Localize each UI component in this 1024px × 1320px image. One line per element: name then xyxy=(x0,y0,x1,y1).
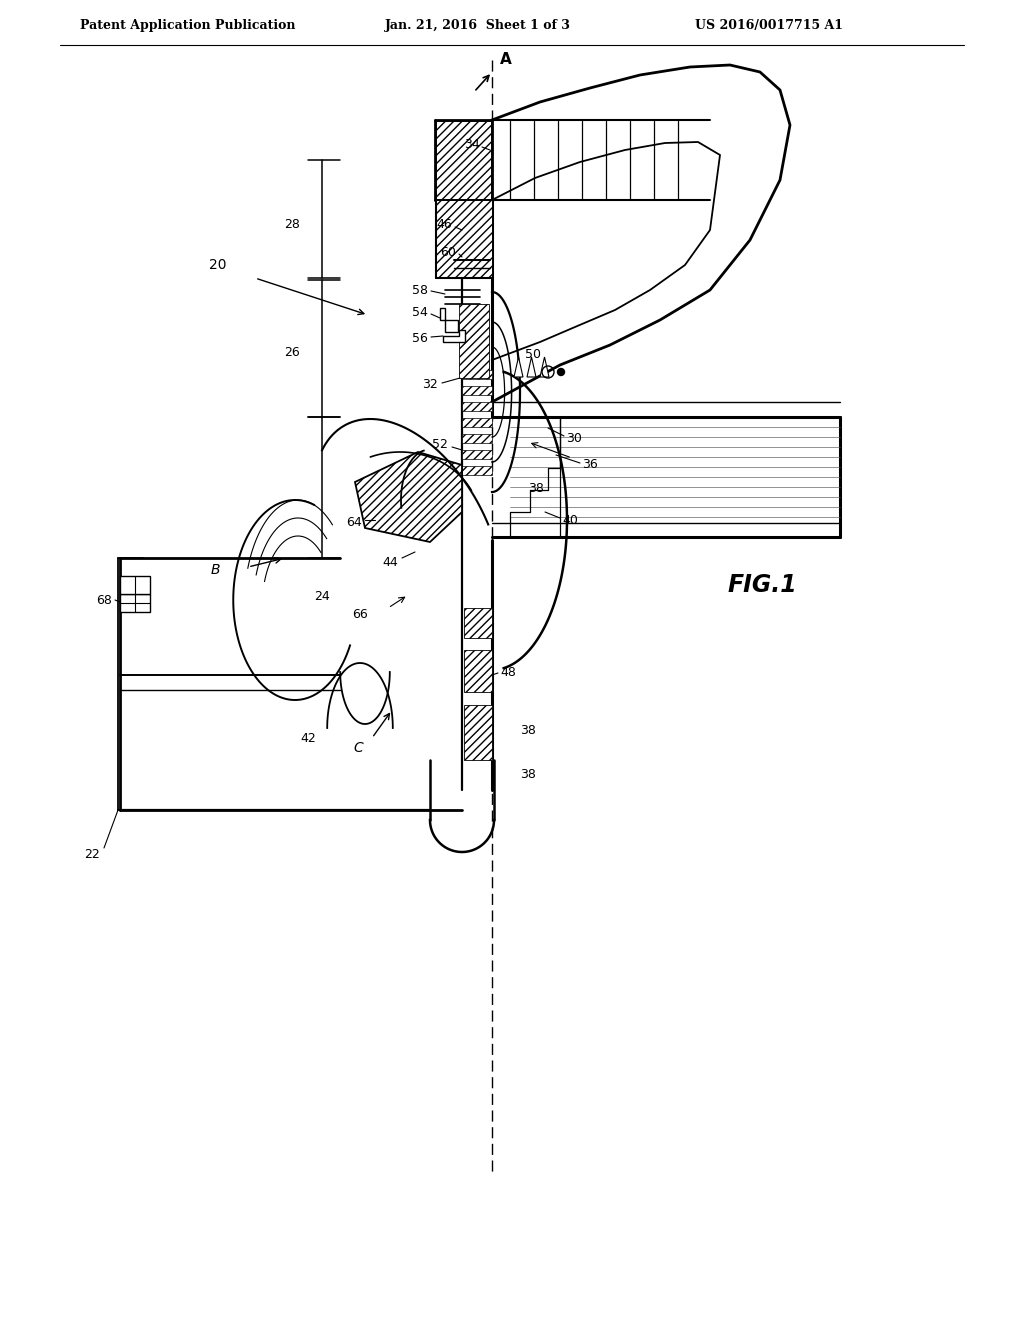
Text: 40: 40 xyxy=(562,513,578,527)
Text: 30: 30 xyxy=(566,432,582,445)
Polygon shape xyxy=(464,649,492,692)
Text: 38: 38 xyxy=(528,482,544,495)
Text: 34: 34 xyxy=(464,139,480,152)
Text: 22: 22 xyxy=(84,849,100,862)
Text: 44: 44 xyxy=(382,556,398,569)
Polygon shape xyxy=(440,308,458,333)
Text: 28: 28 xyxy=(284,219,300,231)
Text: 54: 54 xyxy=(412,305,428,318)
Polygon shape xyxy=(514,356,523,378)
Text: US 2016/0017715 A1: US 2016/0017715 A1 xyxy=(695,18,843,32)
Polygon shape xyxy=(120,576,150,594)
Text: C: C xyxy=(353,741,362,755)
Circle shape xyxy=(557,368,564,375)
Text: 42: 42 xyxy=(300,731,315,744)
Polygon shape xyxy=(462,466,492,475)
Text: 58: 58 xyxy=(412,284,428,297)
Text: 46: 46 xyxy=(436,219,452,231)
Text: B: B xyxy=(210,564,220,577)
Text: 36: 36 xyxy=(582,458,598,471)
Polygon shape xyxy=(436,121,490,199)
Text: 56: 56 xyxy=(412,331,428,345)
Polygon shape xyxy=(436,201,492,279)
Polygon shape xyxy=(462,418,492,426)
Polygon shape xyxy=(462,450,492,459)
Text: 64: 64 xyxy=(346,516,362,528)
Polygon shape xyxy=(462,403,492,411)
Polygon shape xyxy=(527,356,536,378)
Text: Patent Application Publication: Patent Application Publication xyxy=(80,18,296,32)
Polygon shape xyxy=(459,304,489,378)
Text: 60: 60 xyxy=(440,246,456,259)
Polygon shape xyxy=(462,385,492,395)
Polygon shape xyxy=(462,370,492,379)
Text: 38: 38 xyxy=(520,768,536,781)
Text: 52: 52 xyxy=(432,438,449,451)
Polygon shape xyxy=(464,705,492,760)
Text: 68: 68 xyxy=(96,594,112,606)
Text: 66: 66 xyxy=(352,609,368,622)
Polygon shape xyxy=(464,609,492,638)
Text: 48: 48 xyxy=(500,665,516,678)
Polygon shape xyxy=(540,356,549,378)
Text: 32: 32 xyxy=(422,379,438,392)
Polygon shape xyxy=(443,330,465,342)
Text: Jan. 21, 2016  Sheet 1 of 3: Jan. 21, 2016 Sheet 1 of 3 xyxy=(385,18,570,32)
Polygon shape xyxy=(462,434,492,444)
Text: 38: 38 xyxy=(520,723,536,737)
Text: 50: 50 xyxy=(525,348,541,362)
Polygon shape xyxy=(120,594,150,612)
Text: 24: 24 xyxy=(314,590,330,603)
Text: 26: 26 xyxy=(285,346,300,359)
Text: A: A xyxy=(500,51,512,67)
Polygon shape xyxy=(355,451,462,543)
Text: FIG.1: FIG.1 xyxy=(727,573,797,597)
Text: 20: 20 xyxy=(209,257,226,272)
